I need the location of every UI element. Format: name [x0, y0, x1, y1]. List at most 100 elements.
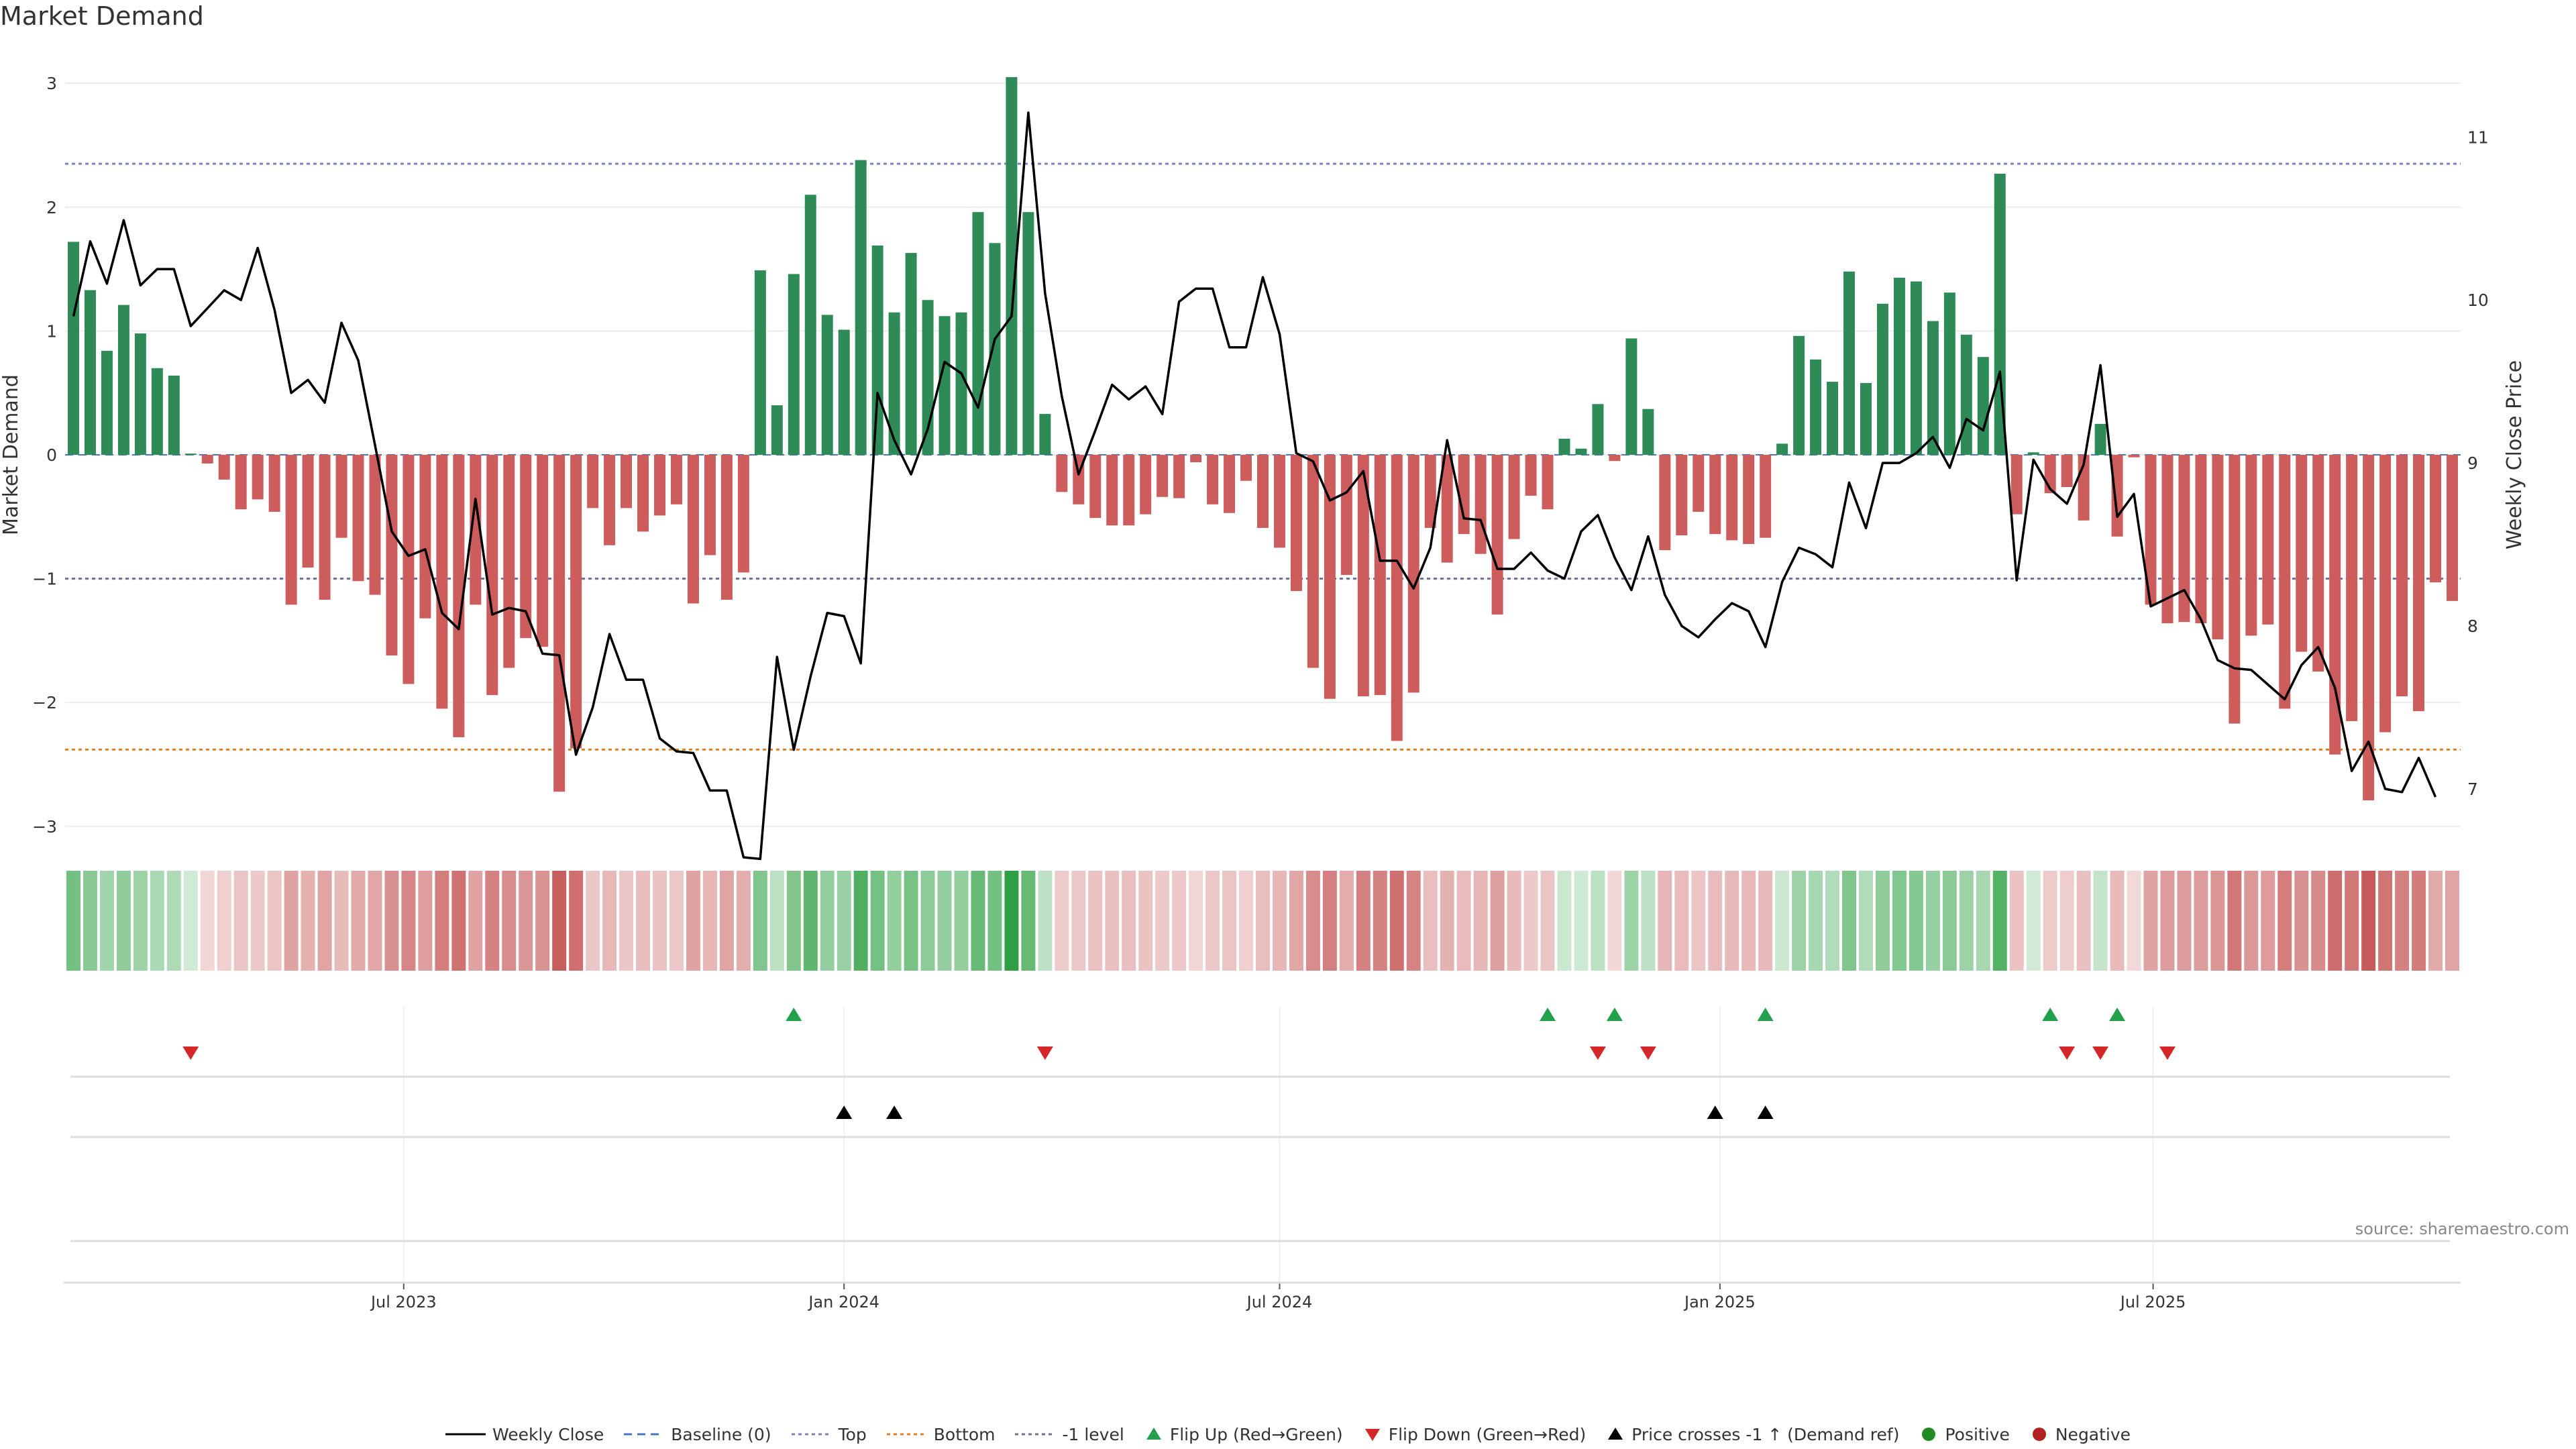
heat-strip-cell	[133, 871, 148, 971]
demand-bar	[1776, 443, 1788, 455]
heat-strip-cell	[2361, 871, 2376, 971]
demand-bar	[419, 455, 431, 619]
demand-bar	[1207, 455, 1219, 504]
heat-strip-cell	[351, 871, 366, 971]
heat-strip-cell	[1473, 871, 1488, 971]
legend-label: Baseline (0)	[671, 1424, 771, 1444]
heat-strip-cell	[1256, 871, 1270, 971]
heat-strip-cell	[1189, 871, 1203, 971]
demand-bar	[117, 305, 129, 455]
heat-strip-cell	[1406, 871, 1421, 971]
heat-strip-cell	[1088, 871, 1103, 971]
heat-strip-cell	[702, 871, 717, 971]
legend-label: Bottom	[933, 1424, 996, 1444]
demand-bar	[101, 350, 113, 455]
heat-strip-cell	[1155, 871, 1170, 971]
flip-down-marker	[1036, 1046, 1053, 1060]
heat-strip-cell	[1440, 871, 1454, 971]
heat-strip-cell	[384, 871, 399, 971]
demand-bar	[2212, 455, 2224, 640]
heat-strip-cell	[2311, 871, 2326, 971]
demand-bar	[871, 246, 883, 455]
demand-bar	[486, 455, 498, 696]
demand-bar	[1140, 455, 1152, 515]
demand-bar	[1089, 455, 1102, 519]
demand-bar	[1173, 455, 1185, 498]
demand-bar	[1006, 76, 1018, 455]
flip-up-marker	[786, 1008, 802, 1021]
demand-bar	[2245, 455, 2257, 636]
heat-strip-cell	[2277, 871, 2292, 971]
heat-strip-cell	[535, 871, 550, 971]
demand-bar	[704, 455, 716, 555]
heat-strip-cell	[2328, 871, 2343, 971]
heat-strip-cell	[1389, 871, 1404, 971]
legend: Weekly Close Baseline (0) Top Bottom -1 leve…	[0, 1421, 2576, 1448]
heat-strip-cell	[2143, 871, 2158, 971]
demand-bar	[1407, 455, 1419, 693]
demand-bar	[1458, 455, 1470, 535]
heat-strip-cell	[1875, 871, 1890, 971]
y2-tick-label: 10	[2467, 290, 2489, 310]
demand-bar	[1224, 455, 1236, 513]
demand-bar	[2195, 455, 2207, 624]
circle-icon	[1922, 1428, 1936, 1441]
demand-bar	[1827, 382, 1839, 455]
demand-bar	[2413, 455, 2425, 712]
demand-bar	[1257, 455, 1269, 528]
demand-bar	[788, 274, 800, 455]
flip-down-marker	[2059, 1046, 2076, 1060]
demand-bar	[1424, 455, 1436, 528]
legend-label: Positive	[1945, 1424, 2010, 1444]
y-tick-label: −1	[32, 570, 57, 589]
demand-bar	[1810, 359, 1822, 455]
demand-bar	[972, 212, 984, 455]
demand-bar	[1039, 414, 1051, 455]
demand-bar	[1709, 455, 1721, 535]
demand-bar	[436, 455, 448, 709]
weekly-close-line	[72, 111, 2437, 861]
heat-strip-cell	[1373, 871, 1387, 971]
heat-strip-cell	[2093, 871, 2108, 971]
heat-strip-cell	[1490, 871, 1505, 971]
price-cross-marker	[886, 1106, 903, 1119]
price-cross-marker	[1757, 1106, 1774, 1119]
y-tick-label: 3	[46, 74, 57, 93]
legend-item: Weekly Close	[445, 1425, 604, 1444]
heat-strip-cell	[954, 871, 969, 971]
demand-bar	[654, 455, 665, 516]
demand-bar	[2279, 455, 2291, 709]
demand-bar	[1508, 455, 1520, 539]
event-markers	[70, 1008, 2450, 1242]
demand-bar	[1575, 448, 1587, 455]
heat-strip-cell	[200, 871, 215, 971]
heat-strip-cell	[1725, 871, 1739, 971]
y-tick-label: −3	[32, 817, 57, 837]
demand-bar	[1324, 455, 1336, 699]
demand-bar	[1642, 409, 1654, 455]
demand-bar	[268, 455, 280, 512]
demand-bar	[621, 455, 633, 508]
dotted-line-icon	[886, 1433, 927, 1436]
heat-strip-cell	[1976, 871, 1990, 971]
flip-up-marker	[2109, 1008, 2126, 1021]
demand-bar	[252, 455, 264, 500]
heat-strip-cell	[1289, 871, 1303, 971]
legend-item: Bottom	[886, 1424, 996, 1444]
heat-strip-cell	[2194, 871, 2208, 971]
demand-bar	[905, 253, 917, 455]
demand-bar	[151, 368, 163, 455]
heat-strip-cell	[1138, 871, 1153, 971]
demand-bar	[2111, 455, 2123, 537]
demand-bar	[352, 455, 364, 582]
demand-bar	[1977, 357, 1989, 455]
demand-bar	[2447, 455, 2459, 601]
demand-bar	[2010, 455, 2023, 515]
demand-bar	[1743, 455, 1755, 544]
heat-strip-cell	[2261, 871, 2275, 971]
heat-strip-cell	[1775, 871, 1790, 971]
heat-strip-cell	[753, 871, 767, 971]
heat-strip-cell	[1339, 871, 1354, 971]
heat-strip-cell	[1859, 871, 1873, 971]
